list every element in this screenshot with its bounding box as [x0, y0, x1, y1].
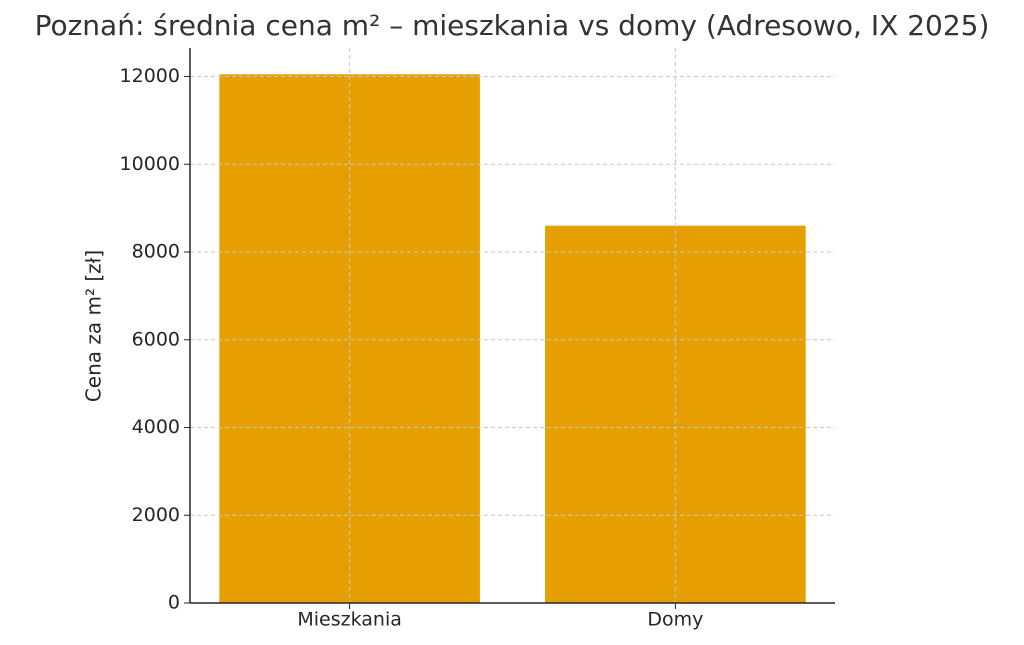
y-axis-label: Cena za m² [zł] — [82, 250, 106, 402]
x-tick-label: Mieszkania — [297, 609, 402, 631]
x-tick-label: Domy — [647, 609, 703, 631]
y-tick-label: 8000 — [132, 241, 180, 263]
y-tick-label: 4000 — [132, 416, 180, 438]
chart-title: Poznań: średnia cena m² – mieszkania vs … — [35, 9, 990, 42]
y-tick-label: 12000 — [120, 65, 180, 87]
y-tick-label: 10000 — [120, 153, 180, 175]
y-tick-label: 2000 — [132, 504, 180, 526]
y-tick-label: 6000 — [132, 328, 180, 350]
y-tick-label: 0 — [168, 592, 180, 614]
